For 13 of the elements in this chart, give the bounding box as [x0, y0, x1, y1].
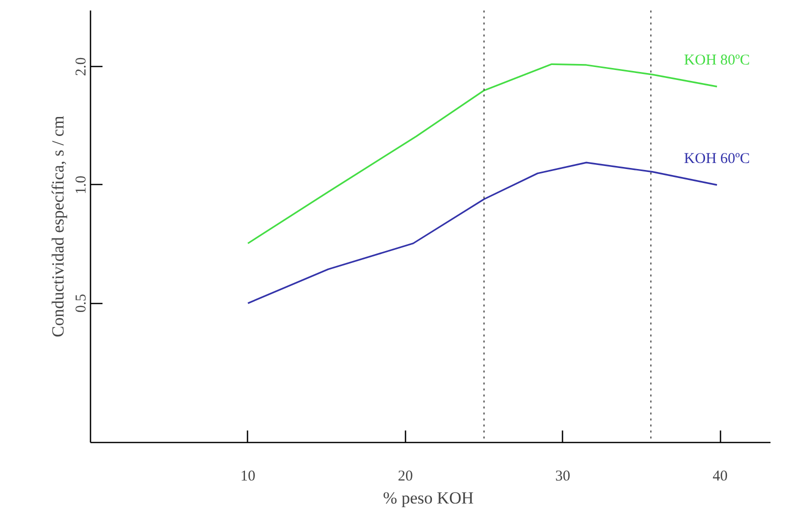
- y-tick-label: 2.0: [74, 57, 90, 76]
- series-label: KOH 80ºC: [684, 52, 750, 69]
- x-tick-label: 20: [398, 468, 413, 484]
- series-label: KOH 60ºC: [684, 150, 750, 167]
- y-tick-label: 0.5: [74, 294, 90, 313]
- x-tick-label: 30: [555, 468, 570, 484]
- line-series: [247, 162, 718, 304]
- y-tick-label: 1.0: [74, 176, 90, 194]
- x-tick-label: 40: [712, 468, 728, 484]
- x-axis-title: % peso KOH: [383, 488, 474, 508]
- line-series: [247, 63, 718, 244]
- y-axis-title: Conductividad específica, s / cm: [48, 116, 68, 338]
- x-tick-label: 10: [240, 468, 256, 484]
